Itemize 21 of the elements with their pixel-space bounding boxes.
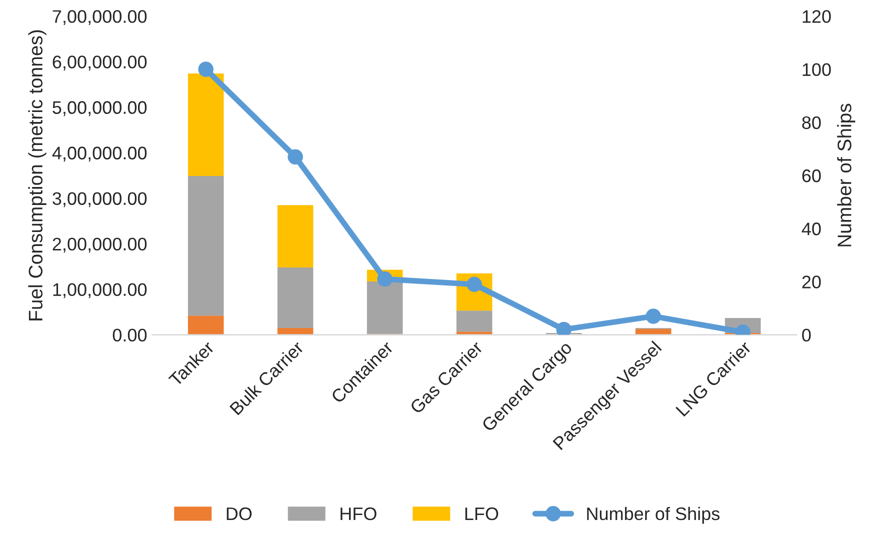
y-tick-label: 5,00,000.00 — [52, 101, 147, 116]
y2-tick-label: 100 — [802, 63, 831, 76]
y2-tick-label: 0 — [802, 328, 811, 342]
y2-tick-label: 40 — [802, 222, 821, 236]
y-tick-label: 4,00,000.00 — [52, 146, 147, 162]
y2-tick-label: 20 — [802, 276, 821, 288]
y-tick-label: 3,00,000.00 — [52, 192, 147, 208]
legend-label: DO — [226, 507, 252, 520]
y-axis-title: Fuel Consumption (metric tonnes) — [28, 30, 46, 320]
y2-tick-label: 80 — [802, 116, 821, 130]
y2-tick-label: 120 — [802, 10, 831, 23]
y-tick-label: 2,00,000.00 — [52, 238, 147, 253]
legend-label: Number of Ships — [587, 506, 720, 524]
y2-axis-title: Number of Ships — [837, 104, 856, 246]
y-tick-label: 7,00,000.00 — [52, 10, 147, 26]
legend-label: LFO — [465, 507, 498, 520]
y2-tick-label: 60 — [802, 169, 821, 182]
y-tick-label: 6,00,000.00 — [52, 56, 147, 71]
legend-label: HFO — [340, 507, 376, 520]
y-tick-label: 1,00,000.00 — [53, 283, 147, 298]
y-tick-label: 0.00 — [112, 328, 147, 342]
